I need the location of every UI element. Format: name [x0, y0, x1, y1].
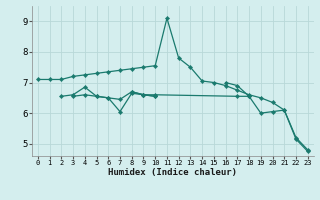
- X-axis label: Humidex (Indice chaleur): Humidex (Indice chaleur): [108, 168, 237, 177]
